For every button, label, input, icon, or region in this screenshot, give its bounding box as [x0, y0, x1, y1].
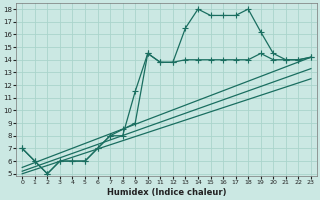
X-axis label: Humidex (Indice chaleur): Humidex (Indice chaleur)	[107, 188, 226, 197]
